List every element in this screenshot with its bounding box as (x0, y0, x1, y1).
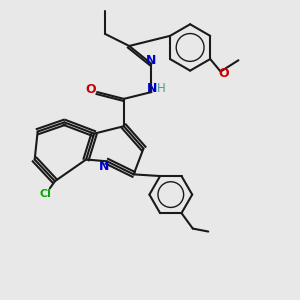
Text: Cl: Cl (39, 189, 51, 199)
Text: O: O (86, 83, 97, 96)
Text: N: N (99, 160, 110, 173)
Text: O: O (219, 67, 230, 80)
Text: N: N (147, 82, 157, 95)
Text: N: N (146, 54, 156, 67)
Text: H: H (157, 82, 165, 95)
